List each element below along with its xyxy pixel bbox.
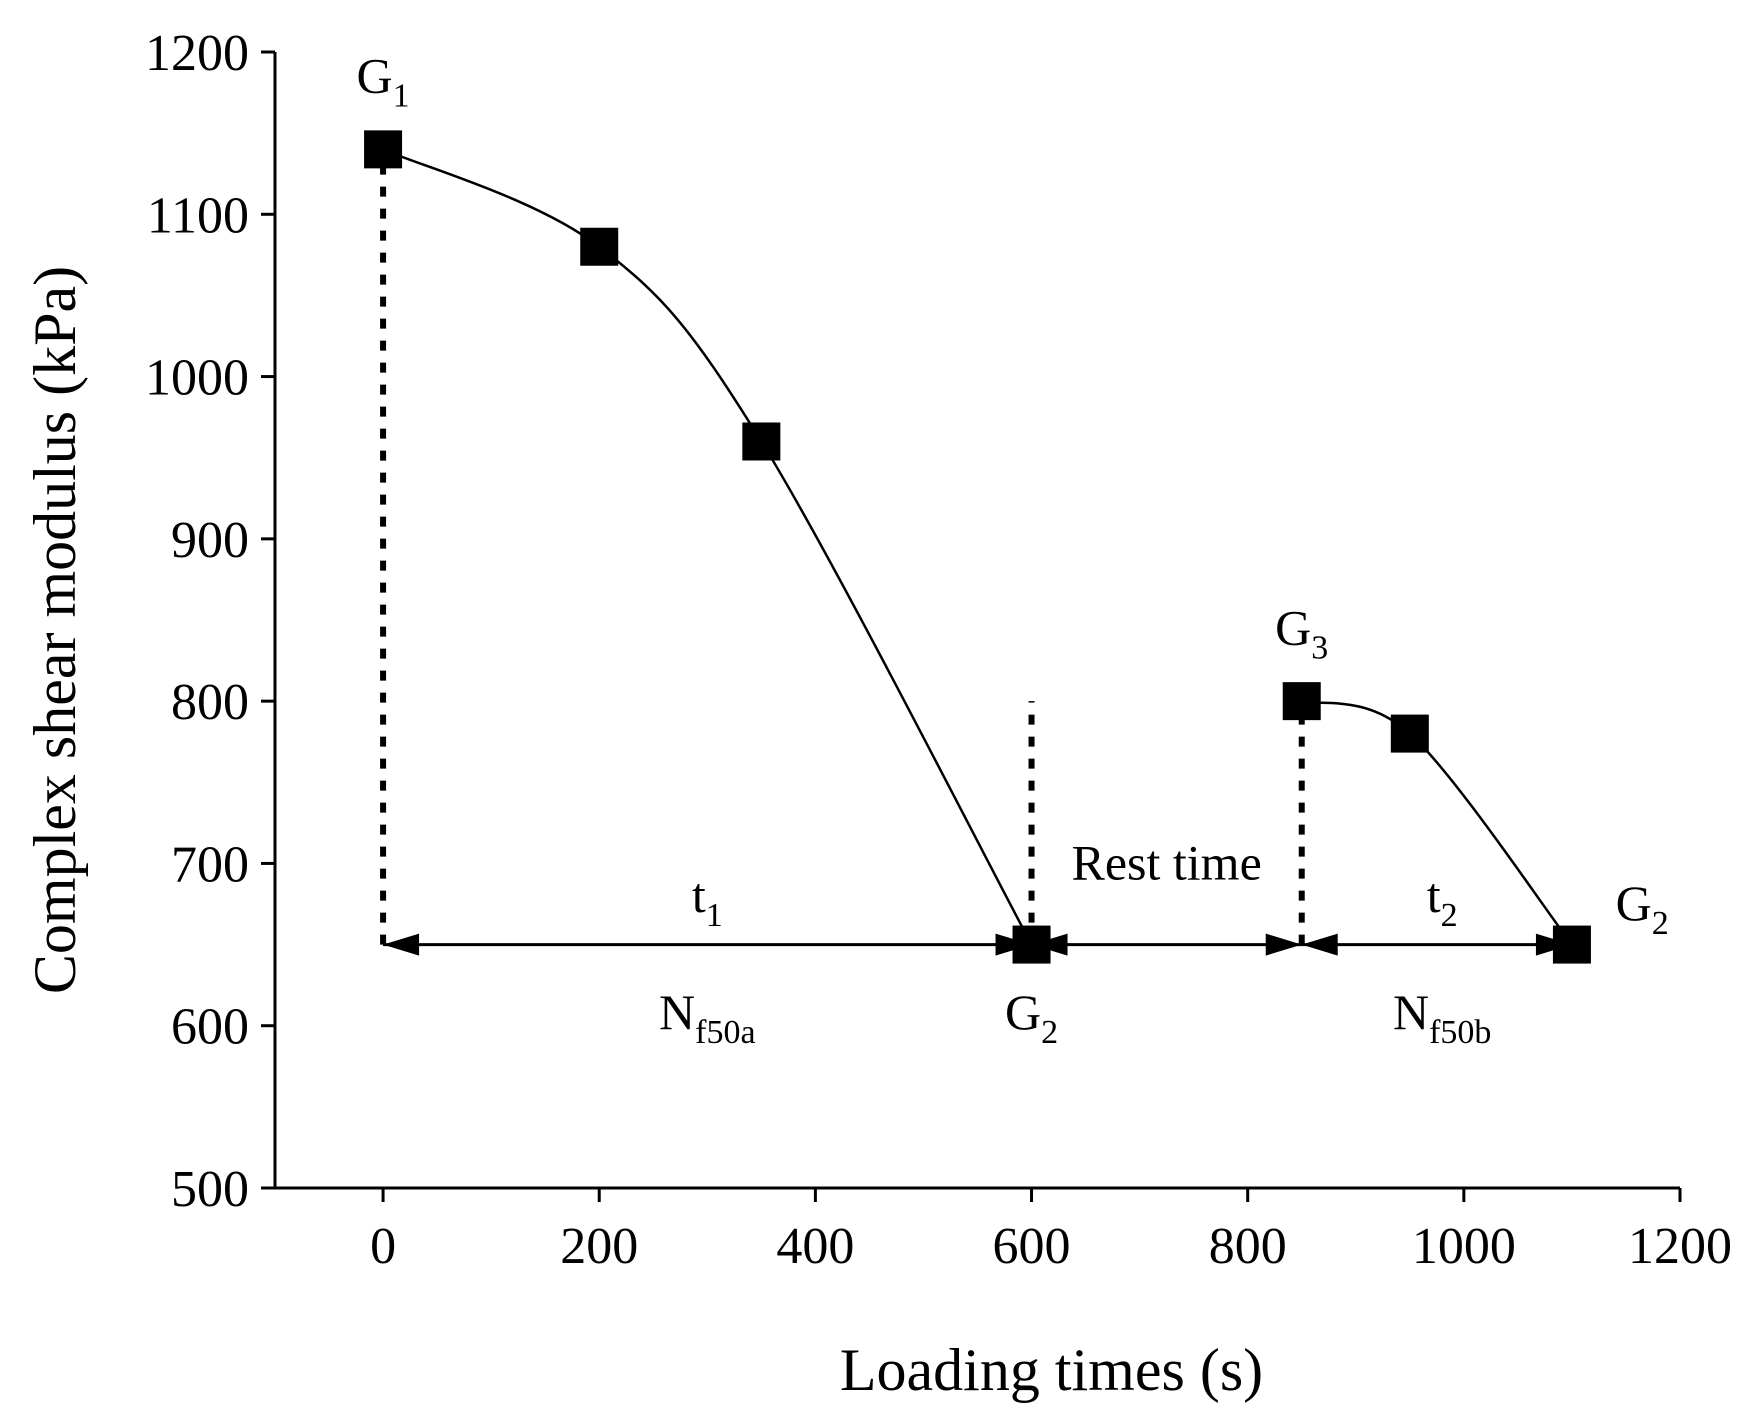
y-axis-title: Complex shear modulus (kPa) [22,266,88,994]
arrow-head [1301,933,1338,956]
annotation-g1: G1 [357,48,410,115]
data-point [1390,714,1429,753]
annotation-t1: t1 [692,867,723,934]
arrow-head [383,933,420,956]
y-tick-label: 1100 [147,187,249,244]
interval-arrows [383,933,1572,956]
data-point [364,130,403,169]
annotation-g2-bottom: G2 [1005,984,1058,1051]
y-tick-label: 1200 [145,25,249,82]
x-tick-label: 600 [993,1218,1071,1275]
y-tick-label: 800 [171,674,249,731]
y-tick-label: 500 [171,1161,249,1218]
annotation-nf50b: Nf50b [1393,984,1491,1051]
x-tick-label: 1200 [1628,1218,1732,1275]
annotations: G1 G3 G2 G2 t1 t2 Rest time Nf50a Nf50b [357,48,1669,1051]
data-point [1012,925,1051,964]
data-point [742,422,781,461]
data-point [580,227,619,266]
y-tick-label: 900 [171,512,249,569]
x-tick-label: 1000 [1412,1218,1516,1275]
axes: 0 200 400 600 800 1000 1200 500 600 700 800 900 1000… [145,25,1732,1275]
y-tick-label: 1000 [145,350,249,407]
data-points [364,130,1591,964]
x-axis-title: Loading times (s) [840,1337,1263,1403]
series-curves [382,148,1573,946]
x-tick-label: 200 [560,1218,638,1275]
y-tick-label: 600 [171,999,249,1056]
x-tick-label: 0 [370,1218,396,1275]
series-line [382,148,1033,946]
arrow-head [1265,933,1302,956]
annotation-g2-right: G2 [1616,875,1669,942]
annotation-t2: t2 [1427,867,1458,934]
x-tick-label: 800 [1209,1218,1287,1275]
annotation-g3: G3 [1275,599,1328,666]
y-tick-label: 700 [171,836,249,893]
annotation-rest: Rest time [1072,835,1262,891]
data-point [1552,925,1591,964]
annotation-nf50a: Nf50a [659,984,756,1051]
dotted-guides [380,149,1305,945]
x-tick-label: 400 [776,1218,854,1275]
data-point [1282,682,1321,721]
